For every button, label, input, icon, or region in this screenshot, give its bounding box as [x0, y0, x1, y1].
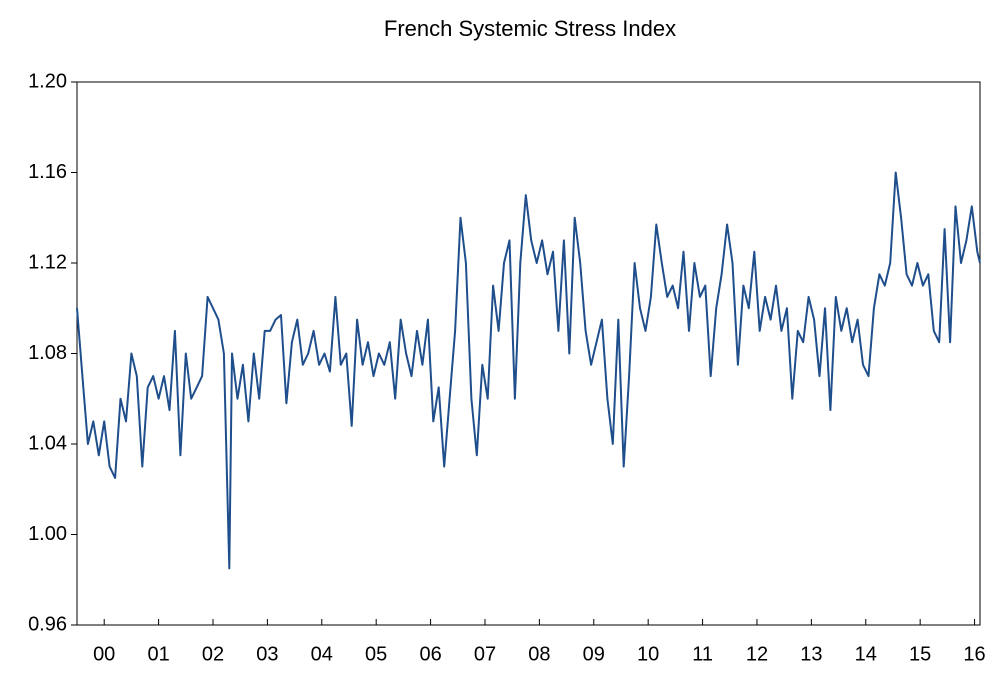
x-tick-label: 16 [963, 643, 985, 665]
x-tick-label: 05 [365, 643, 387, 665]
x-tick-label: 02 [202, 643, 224, 665]
y-tick-label: 1.04 [28, 432, 67, 454]
x-tick-label: 04 [311, 643, 333, 665]
y-tick-label: 1.16 [28, 161, 67, 183]
x-tick-label: 11 [692, 643, 713, 665]
y-tick-label: 1.08 [28, 342, 67, 364]
x-tick-label: 07 [474, 643, 496, 665]
x-tick-label: 08 [528, 643, 550, 665]
y-tick-label: 0.96 [28, 613, 67, 635]
y-tick-label: 1.00 [28, 523, 67, 545]
x-tick-label: 03 [256, 643, 278, 665]
x-tick-label: 09 [583, 643, 605, 665]
x-tick-label: 13 [800, 643, 822, 665]
y-tick-label: 1.12 [28, 251, 67, 273]
x-tick-label: 15 [909, 643, 931, 665]
x-tick-label: 10 [637, 643, 659, 665]
chart-title: French Systemic Stress Index [384, 16, 676, 41]
line-series [76, 171, 981, 570]
x-tick-label: 00 [93, 643, 115, 665]
y-tick-label: 1.20 [28, 70, 67, 92]
x-tick-label: 01 [147, 643, 169, 665]
x-tick-label: 12 [746, 643, 768, 665]
x-tick-label: 14 [855, 643, 877, 665]
plot-frame [76, 81, 981, 626]
x-tick-label: 06 [419, 643, 441, 665]
